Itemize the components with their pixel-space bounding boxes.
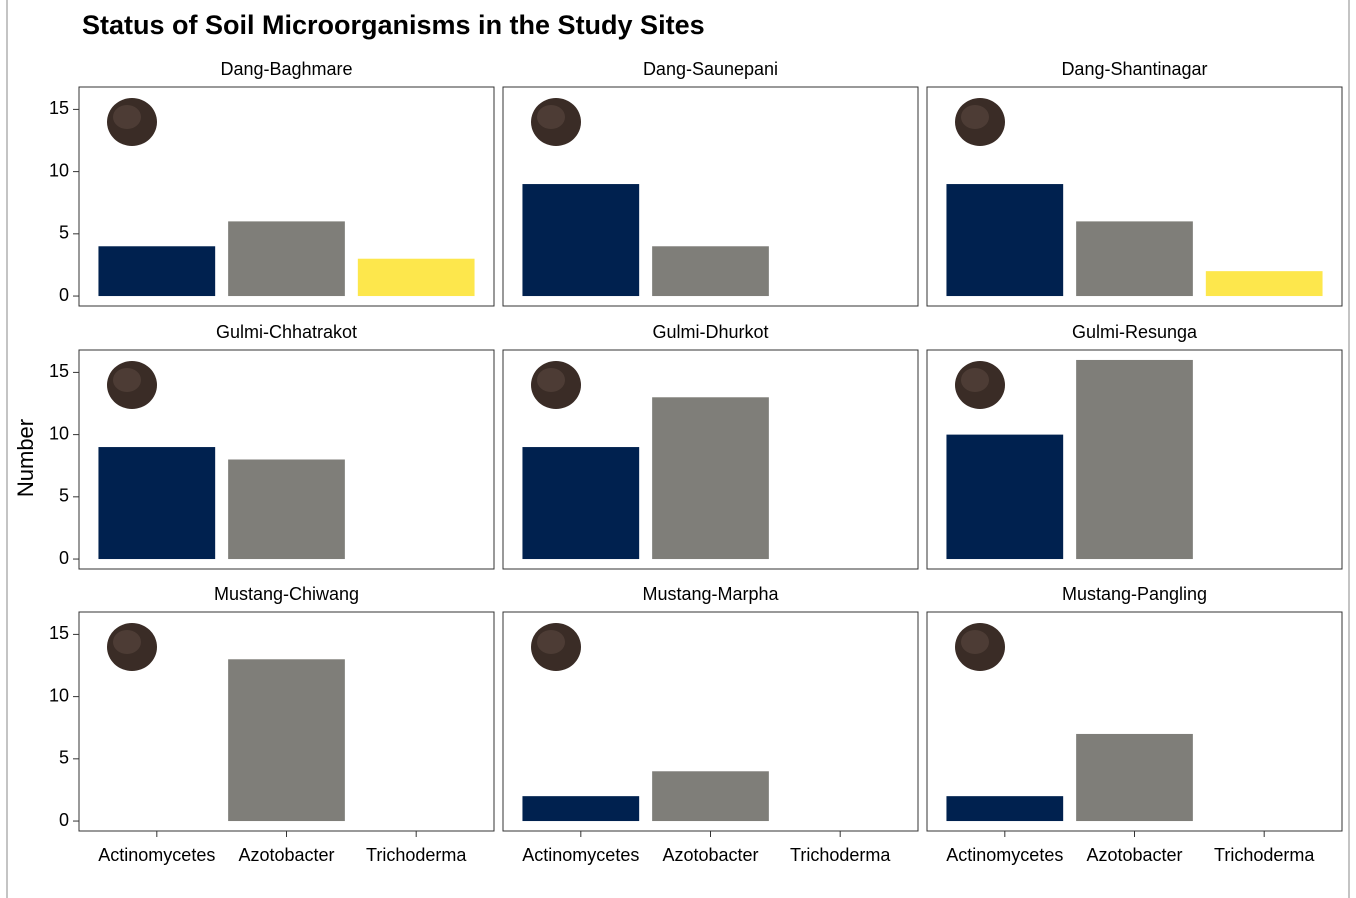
soil-icon — [107, 623, 157, 671]
x-tick-label: Azotobacter — [238, 845, 334, 865]
panel-title: Dang-Saunepani — [643, 59, 778, 79]
panel-title: Dang-Baghmare — [220, 59, 352, 79]
x-tick-label: Azotobacter — [1086, 845, 1182, 865]
bar — [228, 460, 345, 560]
soil-highlight — [113, 105, 141, 129]
soil-icon — [531, 361, 581, 409]
bar — [358, 259, 475, 296]
panel-title: Mustang-Chiwang — [214, 584, 359, 604]
y-tick-label: 0 — [59, 285, 69, 305]
bar — [652, 246, 769, 296]
x-tick-label: Trichoderma — [1214, 845, 1315, 865]
panel-title: Dang-Shantinagar — [1061, 59, 1207, 79]
soil-highlight — [961, 105, 989, 129]
y-tick-label: 10 — [49, 160, 69, 180]
y-axis-label: Number — [13, 419, 38, 497]
bar — [1076, 734, 1193, 821]
soil-icon — [955, 623, 1005, 671]
soil-icon — [531, 98, 581, 146]
bar — [946, 796, 1063, 821]
panel-title: Gulmi-Dhurkot — [652, 322, 768, 342]
bar — [946, 435, 1063, 559]
bar — [98, 447, 215, 559]
bar — [228, 221, 345, 296]
x-tick-label: Actinomycetes — [98, 845, 215, 865]
bar — [946, 184, 1063, 296]
y-tick-label: 15 — [49, 623, 69, 643]
x-tick-label: Trichoderma — [366, 845, 467, 865]
y-tick-label: 15 — [49, 98, 69, 118]
y-tick-label: 5 — [59, 748, 69, 768]
y-tick-label: 10 — [49, 685, 69, 705]
soil-icon — [107, 361, 157, 409]
panel-title: Gulmi-Resunga — [1072, 322, 1198, 342]
bar — [1076, 221, 1193, 296]
panel-title: Gulmi-Chhatrakot — [216, 322, 357, 342]
soil-icon — [531, 623, 581, 671]
y-tick-label: 10 — [49, 423, 69, 443]
soil-highlight — [537, 105, 565, 129]
y-tick-label: 5 — [59, 486, 69, 506]
bar — [1206, 271, 1323, 296]
soil-highlight — [113, 368, 141, 392]
x-tick-label: Actinomycetes — [522, 845, 639, 865]
soil-icon — [955, 361, 1005, 409]
x-tick-label: Actinomycetes — [946, 845, 1063, 865]
soil-highlight — [961, 630, 989, 654]
y-tick-label: 0 — [59, 810, 69, 830]
bar — [522, 184, 639, 296]
chart: Status of Soil Microorganisms in the Stu… — [0, 0, 1356, 898]
bar — [652, 771, 769, 821]
y-tick-label: 0 — [59, 548, 69, 568]
bar — [98, 246, 215, 296]
bar — [522, 796, 639, 821]
soil-icon — [955, 98, 1005, 146]
y-tick-label: 5 — [59, 223, 69, 243]
soil-highlight — [537, 368, 565, 392]
x-tick-label: Azotobacter — [662, 845, 758, 865]
soil-icon — [107, 98, 157, 146]
soil-highlight — [113, 630, 141, 654]
bar — [1076, 360, 1193, 559]
bar — [228, 659, 345, 821]
y-tick-label: 15 — [49, 361, 69, 381]
x-tick-label: Trichoderma — [790, 845, 891, 865]
chart-title: Status of Soil Microorganisms in the Stu… — [82, 10, 705, 40]
bar — [652, 397, 769, 559]
soil-highlight — [537, 630, 565, 654]
panel-title: Mustang-Pangling — [1062, 584, 1207, 604]
bar — [522, 447, 639, 559]
soil-highlight — [961, 368, 989, 392]
panel-title: Mustang-Marpha — [642, 584, 779, 604]
